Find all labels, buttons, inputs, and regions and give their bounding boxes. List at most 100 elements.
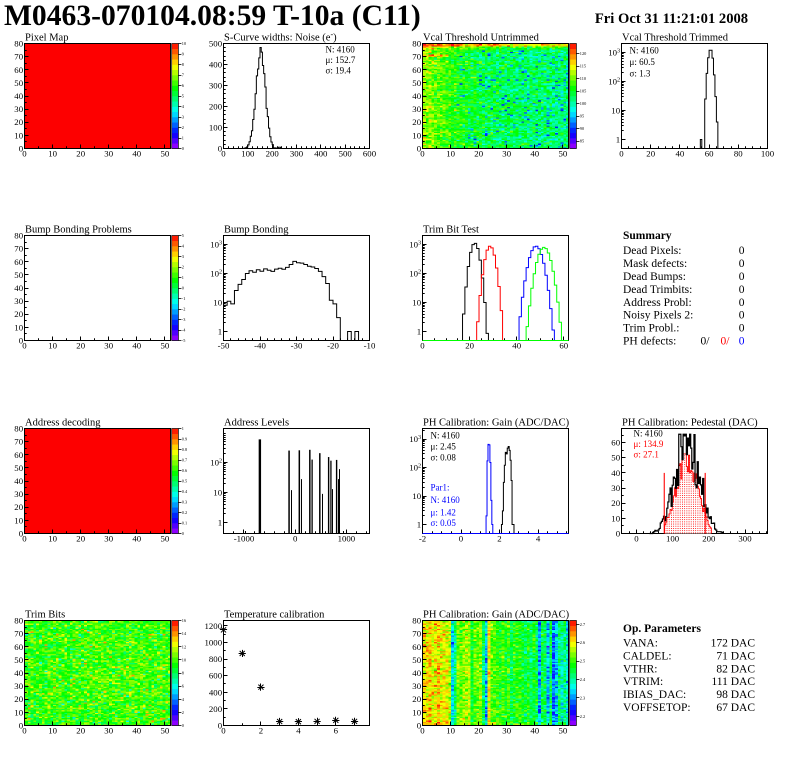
svg-text:40: 40 xyxy=(132,725,141,735)
svg-text:4: 4 xyxy=(182,244,185,249)
svg-text:200: 200 xyxy=(702,533,716,543)
svg-text:20: 20 xyxy=(76,725,85,735)
svg-text:10: 10 xyxy=(412,130,421,140)
svg-text:40: 40 xyxy=(412,91,421,101)
svg-text:60: 60 xyxy=(14,257,23,267)
svg-text:0: 0 xyxy=(739,245,745,257)
svg-text:0.7: 0.7 xyxy=(182,458,188,463)
svg-text:80: 80 xyxy=(412,616,421,626)
svg-text:IBIAS_DAC:: IBIAS_DAC: xyxy=(623,689,686,701)
svg-text:50: 50 xyxy=(559,725,568,735)
svg-text:50: 50 xyxy=(14,463,23,473)
svg-text:40: 40 xyxy=(14,91,23,101)
svg-text:0: 0 xyxy=(218,721,223,731)
svg-text:30: 30 xyxy=(14,296,23,306)
svg-text:Trim Bits: Trim Bits xyxy=(25,609,65,620)
svg-text:Summary: Summary xyxy=(623,230,672,242)
svg-text:2.3: 2.3 xyxy=(580,696,585,701)
svg-text:M0463-070104.08:59 T-10a (C11): M0463-070104.08:59 T-10a (C11) xyxy=(4,0,421,32)
svg-text:μ: 60.5: μ: 60.5 xyxy=(630,57,656,67)
svg-text:172 DAC: 172 DAC xyxy=(711,638,756,650)
svg-text:6: 6 xyxy=(182,684,185,689)
svg-text:Par1:: Par1: xyxy=(431,483,450,493)
svg-text:Dead Trimbits:: Dead Trimbits: xyxy=(623,284,692,296)
svg-text:0.6: 0.6 xyxy=(182,468,188,473)
svg-text:0: 0 xyxy=(739,297,745,309)
svg-text:VTHR:: VTHR: xyxy=(623,663,658,675)
svg-text:5: 5 xyxy=(182,233,184,238)
svg-text:200: 200 xyxy=(266,148,280,158)
svg-text:-50: -50 xyxy=(218,340,230,350)
svg-text:-1000: -1000 xyxy=(234,533,255,543)
svg-text:60: 60 xyxy=(705,148,714,158)
svg-text:100: 100 xyxy=(666,533,680,543)
svg-text:-3: -3 xyxy=(182,317,186,322)
svg-text:30: 30 xyxy=(502,725,511,735)
svg-text:N: 4160: N: 4160 xyxy=(431,431,461,441)
svg-text:20: 20 xyxy=(14,502,23,512)
svg-text:2.4: 2.4 xyxy=(580,677,586,682)
svg-text:40: 40 xyxy=(132,340,141,350)
svg-text:3: 3 xyxy=(182,254,184,259)
svg-text:10: 10 xyxy=(48,148,57,158)
svg-text:103: 103 xyxy=(409,434,421,444)
svg-text:σ: 27.1: σ: 27.1 xyxy=(634,450,659,460)
svg-text:12: 12 xyxy=(182,644,186,649)
svg-text:10: 10 xyxy=(213,298,222,308)
svg-text:30: 30 xyxy=(611,483,620,493)
svg-text:30: 30 xyxy=(104,725,113,735)
svg-text:Address Levels: Address Levels xyxy=(224,417,289,428)
svg-text:80: 80 xyxy=(734,148,743,158)
svg-text:0: 0 xyxy=(182,723,184,728)
svg-text:80: 80 xyxy=(14,231,23,241)
svg-text:0: 0 xyxy=(19,529,24,539)
svg-text:50: 50 xyxy=(161,533,170,543)
svg-text:0: 0 xyxy=(221,725,226,735)
svg-text:50: 50 xyxy=(14,270,23,280)
svg-text:10: 10 xyxy=(412,707,421,717)
svg-text:0.8: 0.8 xyxy=(182,447,187,452)
svg-text:-2: -2 xyxy=(419,533,426,543)
svg-text:100: 100 xyxy=(241,148,255,158)
svg-text:0: 0 xyxy=(22,340,27,350)
svg-text:1200: 1200 xyxy=(205,621,223,631)
svg-text:100: 100 xyxy=(209,123,223,133)
svg-text:-20: -20 xyxy=(327,340,339,350)
svg-text:0: 0 xyxy=(182,531,184,536)
svg-text:0: 0 xyxy=(739,271,745,283)
svg-text:-10: -10 xyxy=(364,340,376,350)
svg-text:2.7: 2.7 xyxy=(580,622,586,627)
svg-text:8: 8 xyxy=(182,62,184,67)
svg-text:N: 4160: N: 4160 xyxy=(630,46,660,56)
svg-text:VOFFSETOP:: VOFFSETOP: xyxy=(623,702,691,714)
svg-text:5: 5 xyxy=(182,94,184,99)
svg-text:10: 10 xyxy=(48,340,57,350)
svg-text:50: 50 xyxy=(559,148,568,158)
svg-text:0: 0 xyxy=(739,258,745,270)
svg-text:S-Curve widths: Noise (e-): S-Curve widths: Noise (e-) xyxy=(224,30,337,44)
svg-text:10: 10 xyxy=(14,322,23,332)
svg-text:40: 40 xyxy=(412,668,421,678)
svg-text:Address decoding: Address decoding xyxy=(25,417,101,428)
svg-text:102: 102 xyxy=(409,463,421,473)
svg-text:10: 10 xyxy=(48,533,57,543)
svg-text:80: 80 xyxy=(412,39,421,49)
svg-text:0/: 0/ xyxy=(701,336,711,348)
svg-text:3: 3 xyxy=(182,115,184,120)
svg-text:115: 115 xyxy=(580,64,586,69)
svg-text:30: 30 xyxy=(104,340,113,350)
svg-text:-2: -2 xyxy=(182,307,186,312)
svg-text:μ: 1.42: μ: 1.42 xyxy=(431,508,456,518)
svg-text:30: 30 xyxy=(412,104,421,114)
svg-text:2.2: 2.2 xyxy=(580,714,585,719)
svg-text:1: 1 xyxy=(182,275,184,280)
svg-text:2: 2 xyxy=(497,533,501,543)
svg-text:4: 4 xyxy=(182,104,185,109)
svg-text:2.5: 2.5 xyxy=(580,659,585,664)
svg-text:40: 40 xyxy=(530,148,539,158)
svg-text:-4: -4 xyxy=(182,328,186,333)
svg-text:50: 50 xyxy=(611,453,620,463)
svg-text:1000: 1000 xyxy=(338,533,356,543)
svg-text:60: 60 xyxy=(611,438,620,448)
svg-text:30: 30 xyxy=(14,104,23,114)
